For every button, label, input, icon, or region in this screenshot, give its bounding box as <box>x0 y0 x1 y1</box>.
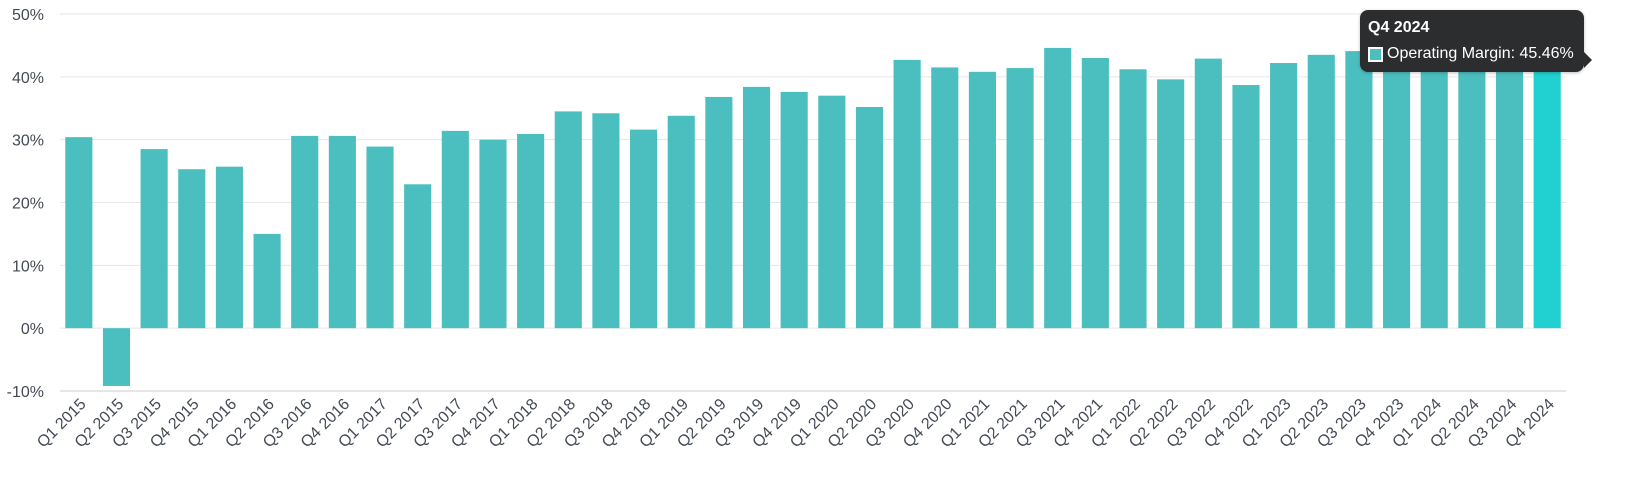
bar[interactable] <box>517 134 545 329</box>
bar[interactable] <box>65 137 93 329</box>
bar[interactable] <box>1081 57 1109 329</box>
bar[interactable] <box>893 59 921 329</box>
bar[interactable] <box>630 129 658 329</box>
bar[interactable] <box>441 130 469 329</box>
bar[interactable] <box>253 233 281 329</box>
y-tick-label: 20% <box>12 196 44 213</box>
bar[interactable] <box>1044 47 1072 329</box>
bar-series[interactable] <box>65 36 1561 386</box>
bar[interactable] <box>1270 63 1298 329</box>
tooltip-title: Q4 2024 <box>1368 19 1430 36</box>
bar[interactable] <box>931 67 959 329</box>
y-tick-label: 50% <box>12 7 44 24</box>
bar[interactable] <box>102 328 131 386</box>
tooltip-series-label: Operating Margin <box>1387 45 1511 62</box>
y-axis-ticks: 50% 40% 30% 20% 10% 0% -10% <box>7 7 44 401</box>
y-tick-label: 0% <box>21 321 44 338</box>
bar[interactable] <box>215 166 243 329</box>
bar[interactable] <box>818 95 846 329</box>
chart-tooltip: Q4 2024 Operating Margin: 45.46% <box>1360 10 1592 72</box>
tooltip-pointer <box>1583 52 1592 68</box>
bar[interactable] <box>479 139 507 329</box>
y-tick-label: 30% <box>12 133 44 150</box>
bar[interactable] <box>742 86 771 329</box>
bar[interactable] <box>1458 44 1486 329</box>
bar[interactable] <box>705 96 733 329</box>
bar[interactable] <box>1345 51 1373 329</box>
bar[interactable] <box>1194 58 1222 329</box>
bar[interactable] <box>404 184 432 329</box>
y-tick-label: -10% <box>7 384 44 401</box>
bar[interactable] <box>1383 48 1411 329</box>
y-gridlines <box>60 13 1566 392</box>
bar[interactable] <box>1157 79 1185 329</box>
bar[interactable] <box>1119 69 1147 329</box>
y-tick-label: 40% <box>12 70 44 87</box>
bar[interactable] <box>328 135 356 329</box>
bar[interactable] <box>592 113 620 329</box>
bar[interactable] <box>780 91 808 329</box>
bar[interactable] <box>1420 46 1448 329</box>
bar[interactable] <box>291 135 319 329</box>
bar[interactable] <box>366 146 394 329</box>
bar[interactable] <box>1232 85 1260 329</box>
tooltip-swatch <box>1368 46 1383 62</box>
bar[interactable] <box>1307 54 1335 329</box>
bar[interactable] <box>667 115 695 329</box>
tooltip-row: Operating Margin: 45.46% <box>1368 44 1574 64</box>
tooltip-value: 45.46% <box>1519 45 1574 62</box>
bar[interactable] <box>1533 42 1561 329</box>
bar[interactable] <box>178 169 206 329</box>
tooltip-separator: : <box>1510 45 1520 62</box>
bar[interactable] <box>140 149 168 329</box>
bar[interactable] <box>968 71 996 329</box>
bar[interactable] <box>554 111 582 329</box>
y-tick-label: 10% <box>12 258 44 275</box>
bar[interactable] <box>1006 68 1034 329</box>
bar[interactable] <box>1495 36 1524 329</box>
bar[interactable] <box>855 106 884 329</box>
